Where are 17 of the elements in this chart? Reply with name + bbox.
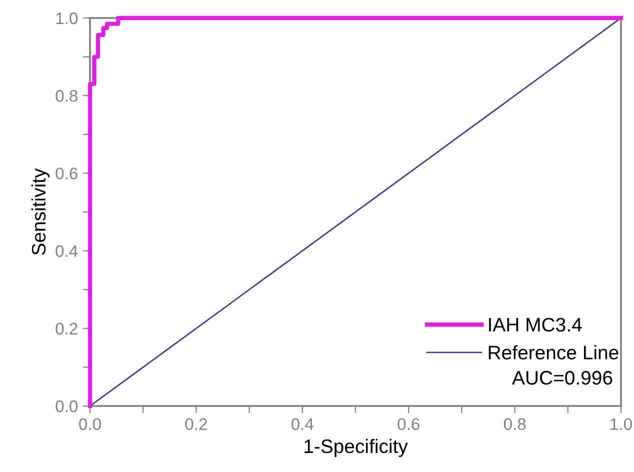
x-tick-label: 0.6	[398, 418, 420, 430]
x-axis-title: 1-Specificity	[304, 438, 408, 458]
y-axis-title: Sensitivity	[31, 168, 50, 255]
x-tick-label: 0.4	[291, 418, 314, 430]
y-tick-label: 0.4	[56, 245, 78, 258]
legend-label: Reference Line	[488, 345, 618, 360]
x-tick-label: 1.0	[610, 418, 632, 430]
y-tick-label: 0.6	[56, 168, 78, 180]
legend-label: IAH MC3.4	[489, 318, 582, 332]
x-tick-label: 0.0	[79, 418, 101, 430]
x-tick-label: 0.2	[185, 418, 207, 430]
y-tick-label: 0.8	[56, 90, 78, 102]
y-tick-label: 0.0	[56, 400, 78, 412]
y-tick-label: 0.2	[56, 322, 78, 335]
annotation: AUC=0.996	[512, 370, 612, 385]
y-tick-label: 1.0	[56, 12, 78, 24]
x-tick-label: 0.8	[504, 418, 526, 430]
